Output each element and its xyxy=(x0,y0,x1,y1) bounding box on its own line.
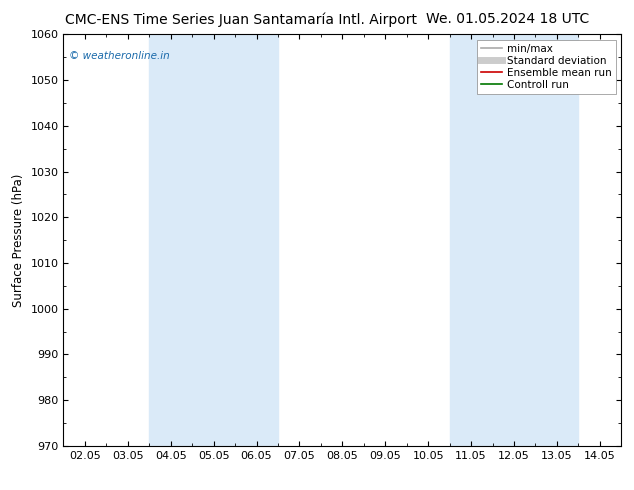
Bar xyxy=(149,34,278,446)
Text: CMC-ENS Time Series Juan Santamaría Intl. Airport: CMC-ENS Time Series Juan Santamaría Intl… xyxy=(65,12,417,27)
Bar xyxy=(450,34,578,446)
Y-axis label: Surface Pressure (hPa): Surface Pressure (hPa) xyxy=(12,173,25,307)
Text: We. 01.05.2024 18 UTC: We. 01.05.2024 18 UTC xyxy=(425,12,589,26)
Legend: min/max, Standard deviation, Ensemble mean run, Controll run: min/max, Standard deviation, Ensemble me… xyxy=(477,40,616,94)
Text: © weatheronline.in: © weatheronline.in xyxy=(69,51,170,61)
